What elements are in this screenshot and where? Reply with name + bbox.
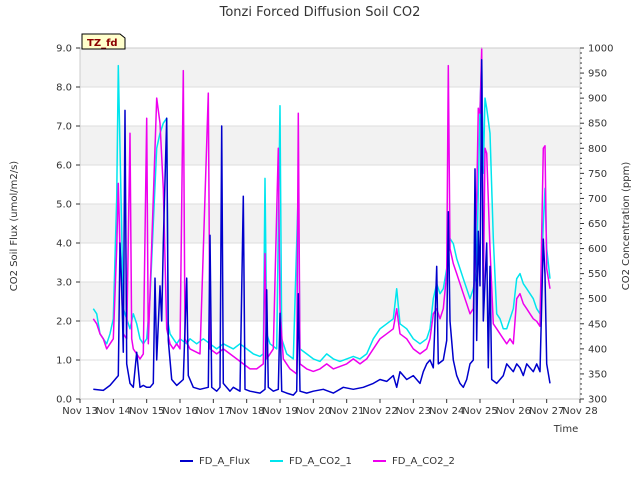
y2-tick-label: 950 — [588, 69, 607, 80]
y-ticks: 0.0 1.0 2.0 3.0 4.0 5.0 6.0 7.0 8.0 9.0 — [56, 44, 80, 406]
y2-tick-label: 400 — [588, 344, 607, 355]
plot-bands — [80, 48, 580, 321]
series-line-fd-a-flux — [93, 58, 551, 396]
series-line-fd-a-co2-2 — [92, 47, 551, 375]
y2-tick-label: 350 — [588, 369, 607, 380]
x-tick-label: Nov 16 — [162, 406, 197, 417]
y2-tick-label: 450 — [588, 319, 607, 330]
x-tick-label: Nov 21 — [329, 406, 364, 417]
x-tick-label: Nov 23 — [396, 406, 431, 417]
y-axis-label: CO2 Soil Flux (umol/m2/s) — [9, 161, 20, 291]
legend-label-flux: FD_A_Flux — [199, 456, 250, 467]
site-badge-label: TZ_fd — [87, 38, 118, 49]
plot-band — [80, 204, 580, 243]
y-tick-label: 8.0 — [56, 83, 72, 94]
x-axis-label: Time — [553, 424, 578, 435]
x-tick-label: Nov 20 — [296, 406, 331, 417]
y-tick-label: 4.0 — [56, 239, 72, 250]
x-tick-label: Nov 26 — [496, 406, 531, 417]
y2-tick-label: 800 — [588, 144, 607, 155]
y2-tick-label: 650 — [588, 219, 607, 230]
site-badge: TZ_fd — [81, 33, 126, 50]
y2-tick-label: 550 — [588, 269, 607, 280]
x-tick-label: Nov 15 — [129, 406, 164, 417]
y2-axis-label: CO2 Concentration (ppm) — [621, 162, 632, 291]
x-tick-label: Nov 25 — [462, 406, 497, 417]
legend-label-co2-2: FD_A_CO2_2 — [392, 456, 455, 467]
plot-band — [80, 48, 580, 87]
y-tick-label: 7.0 — [56, 122, 72, 133]
x-tick-label: Nov 24 — [429, 406, 464, 417]
chart-title: Tonzi Forced Diffusion Soil CO2 — [219, 5, 421, 20]
x-tick-label: Nov 22 — [362, 406, 397, 417]
y-tick-label: 1.0 — [56, 356, 72, 367]
legend: FD_A_Flux FD_A_CO2_1 FD_A_CO2_2 — [180, 456, 455, 467]
x-tick-label: Nov 27 — [529, 406, 564, 417]
x-tick-label: Nov 28 — [562, 406, 597, 417]
y-tick-label: 2.0 — [56, 317, 72, 328]
x-tick-label: Nov 13 — [62, 406, 97, 417]
y2-tick-label: 850 — [588, 119, 607, 130]
y2-ticks: 300 350 400 450 500 550 600 650 700 750 800 850 900 9… — [580, 44, 613, 406]
plot-band — [80, 126, 580, 165]
y2-tick-label: 300 — [588, 395, 607, 406]
y-tick-label: 6.0 — [56, 161, 72, 172]
y-tick-label: 0.0 — [56, 395, 72, 406]
y2-tick-label: 500 — [588, 294, 607, 305]
series-lines — [92, 47, 551, 396]
x-tick-label: Nov 18 — [229, 406, 264, 417]
legend-label-co2-1: FD_A_CO2_1 — [289, 456, 352, 467]
y2-tick-label: 900 — [588, 94, 607, 105]
y-tick-label: 5.0 — [56, 200, 72, 211]
x-tick-label: Nov 17 — [196, 406, 231, 417]
y-tick-label: 9.0 — [56, 44, 72, 55]
y2-tick-label: 600 — [588, 244, 607, 255]
y-tick-label: 3.0 — [56, 278, 72, 289]
y2-tick-label: 700 — [588, 194, 607, 205]
y2-tick-label: 750 — [588, 169, 607, 180]
y2-tick-label: 1000 — [588, 44, 613, 55]
x-tick-label: Nov 19 — [262, 406, 297, 417]
x-tick-label: Nov 14 — [96, 406, 131, 417]
